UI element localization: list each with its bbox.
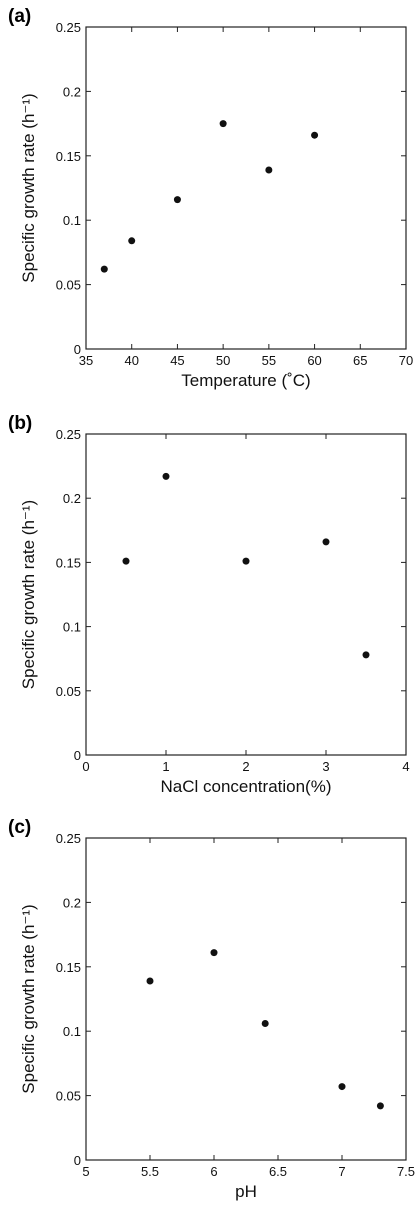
x-tick-label-a: 35 xyxy=(79,353,93,368)
data-point-b xyxy=(362,651,370,659)
y-axis-label-b: Specific growth rate (h⁻¹) xyxy=(19,500,38,689)
x-tick-label-a: 65 xyxy=(353,353,367,368)
y-tick-label-c: 0.15 xyxy=(56,960,81,975)
x-tick-label-b: 2 xyxy=(242,759,249,774)
data-point-a xyxy=(219,120,227,128)
data-point-a xyxy=(265,166,273,174)
x-tick-label-c: 7.5 xyxy=(397,1164,415,1179)
x-tick-label-c: 5.5 xyxy=(141,1164,159,1179)
data-point-c xyxy=(210,949,218,957)
x-tick-label-a: 50 xyxy=(216,353,230,368)
x-tick-label-c: 5 xyxy=(82,1164,89,1179)
x-axis-label-b: NaCl concentration(%) xyxy=(160,777,331,796)
x-tick-label-b: 3 xyxy=(322,759,329,774)
data-point-b xyxy=(242,557,250,565)
y-tick-label-a: 0.1 xyxy=(63,213,81,228)
data-point-a xyxy=(173,196,181,204)
y-tick-label-a: 0 xyxy=(74,342,81,357)
y-tick-label-b: 0.2 xyxy=(63,491,81,506)
y-tick-label-b: 0 xyxy=(74,748,81,763)
x-axis-label-a: Temperature (˚C) xyxy=(181,371,310,390)
y-tick-label-c: 0.05 xyxy=(56,1089,81,1104)
x-tick-label-b: 4 xyxy=(402,759,409,774)
panel-label-b: (b) xyxy=(8,413,32,434)
x-tick-label-b: 1 xyxy=(162,759,169,774)
y-tick-label-a: 0.25 xyxy=(56,20,81,35)
panel-label-c: (c) xyxy=(8,817,31,838)
y-tick-label-c: 0.2 xyxy=(63,895,81,910)
x-tick-label-c: 6.5 xyxy=(269,1164,287,1179)
y-tick-label-a: 0.2 xyxy=(63,84,81,99)
plot-frame-c xyxy=(85,837,407,1161)
data-point-c xyxy=(338,1083,346,1091)
x-tick-label-b: 0 xyxy=(82,759,89,774)
x-tick-label-a: 70 xyxy=(399,353,413,368)
data-point-b xyxy=(162,472,170,480)
y-tick-label-b: 0.25 xyxy=(56,427,81,442)
data-point-c xyxy=(261,1019,269,1027)
y-tick-label-c: 0 xyxy=(74,1153,81,1168)
y-tick-label-c: 0.25 xyxy=(56,831,81,846)
y-tick-label-b: 0.05 xyxy=(56,684,81,699)
data-point-a xyxy=(311,131,319,139)
y-tick-label-b: 0.1 xyxy=(63,620,81,635)
y-tick-label-b: 0.15 xyxy=(56,555,81,570)
y-tick-label-a: 0.05 xyxy=(56,278,81,293)
plot-frame-a xyxy=(85,26,407,350)
data-point-c xyxy=(376,1102,384,1110)
data-point-b xyxy=(322,538,330,546)
data-point-c xyxy=(146,977,154,985)
data-point-b xyxy=(122,557,130,565)
y-axis-label-c: Specific growth rate (h⁻¹) xyxy=(19,904,38,1093)
y-tick-label-a: 0.15 xyxy=(56,149,81,164)
x-tick-label-c: 6 xyxy=(210,1164,217,1179)
data-point-a xyxy=(128,237,136,245)
x-tick-label-a: 40 xyxy=(124,353,138,368)
x-tick-label-a: 55 xyxy=(262,353,276,368)
x-tick-label-a: 60 xyxy=(307,353,321,368)
y-tick-label-c: 0.1 xyxy=(63,1024,81,1039)
x-tick-label-c: 7 xyxy=(338,1164,345,1179)
x-tick-label-a: 45 xyxy=(170,353,184,368)
x-axis-label-c: pH xyxy=(235,1182,257,1201)
data-point-a xyxy=(100,265,108,273)
panel-label-a: (a) xyxy=(8,6,31,27)
plot-frame-b xyxy=(85,433,407,756)
y-axis-label-a: Specific growth rate (h⁻¹) xyxy=(19,93,38,282)
